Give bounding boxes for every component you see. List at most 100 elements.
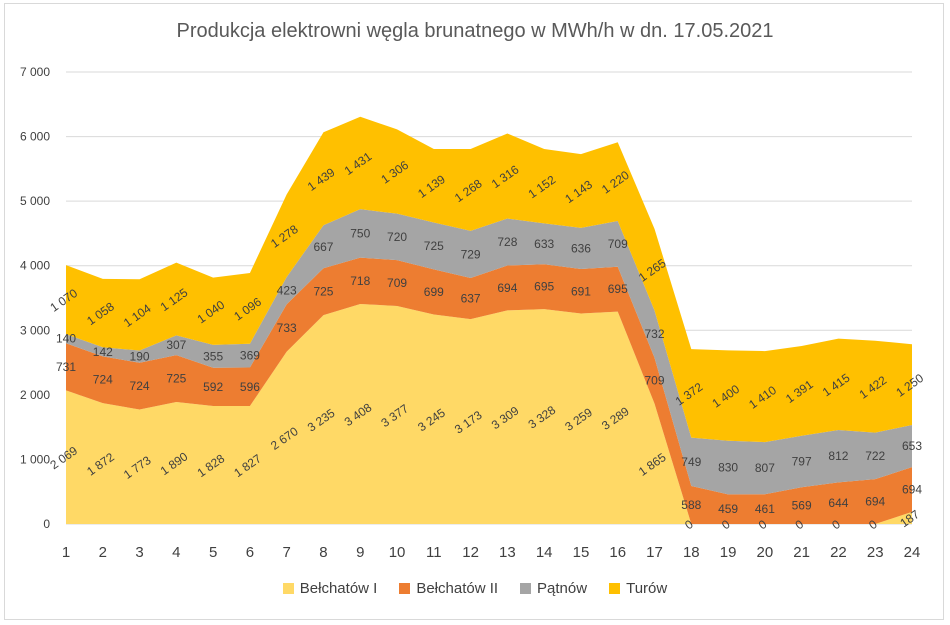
data-label: 725 [313, 285, 333, 299]
legend-label: Bełchatów I [299, 580, 378, 597]
x-tick-label: 22 [830, 544, 847, 561]
x-tick-label: 8 [319, 544, 327, 561]
data-label: 369 [240, 349, 260, 363]
legend-item: Pątnów [520, 580, 587, 597]
data-label: 355 [203, 349, 223, 363]
data-label: 644 [828, 496, 848, 510]
y-tick-label: 1 000 [20, 452, 50, 466]
y-tick-label: 2 000 [20, 388, 50, 402]
x-axis-ticks: 1 2 3 4 5 6 7 8 9 10 11 12 13 14 15 16 17 18 19 20 21 22 23 24 [62, 544, 921, 561]
series-area-2 [66, 257, 912, 524]
x-tick-label: 21 [793, 544, 810, 561]
data-label: 709 [608, 237, 628, 251]
x-tick-label: 16 [609, 544, 626, 561]
legend-label: Bełchatów II [416, 580, 499, 597]
data-label: 694 [902, 483, 922, 497]
y-tick-label: 5 000 [20, 194, 50, 208]
data-label: 732 [645, 327, 665, 341]
legend-swatch [520, 583, 532, 594]
data-label: 695 [534, 280, 554, 294]
x-tick-label: 2 [99, 544, 107, 561]
data-label: 140 [56, 332, 76, 346]
x-tick-label: 5 [209, 544, 217, 561]
data-label: 724 [130, 379, 150, 393]
y-tick-label: 4 000 [20, 259, 50, 273]
data-label: 569 [792, 499, 812, 513]
legend-label: Pątnów [537, 580, 588, 597]
x-tick-label: 20 [757, 544, 774, 561]
y-tick-label: 0 [43, 517, 50, 531]
legend-item: Turów [609, 580, 667, 597]
x-tick-label: 23 [867, 544, 884, 561]
data-label: 830 [718, 461, 738, 475]
series-area-4 [66, 116, 912, 443]
data-label: 725 [424, 239, 444, 253]
x-tick-label: 13 [499, 544, 516, 561]
data-label: 729 [461, 247, 481, 261]
data-label: 722 [865, 449, 885, 463]
data-label: 667 [313, 240, 333, 254]
x-tick-label: 14 [536, 544, 553, 561]
legend-swatch [609, 583, 621, 594]
data-label: 694 [497, 281, 517, 295]
data-label: 797 [792, 455, 812, 469]
data-label: 812 [828, 449, 848, 463]
y-axis-ticks: 0 1 000 2 000 3 000 4 000 5 000 6 000 7 000 [20, 65, 50, 531]
data-label: 724 [93, 373, 113, 387]
data-label: 694 [865, 495, 885, 509]
x-tick-label: 24 [904, 544, 921, 561]
data-label: 728 [497, 235, 517, 249]
series-area-3 [66, 209, 912, 495]
x-tick-label: 10 [389, 544, 406, 561]
data-label: 731 [56, 360, 76, 374]
series-areas [66, 116, 912, 524]
data-label: 459 [718, 502, 738, 516]
y-tick-label: 3 000 [20, 323, 50, 337]
x-tick-label: 17 [646, 544, 663, 561]
data-label: 691 [571, 284, 591, 298]
data-label: 637 [461, 292, 481, 306]
data-label: 592 [203, 380, 223, 394]
data-label: 190 [130, 350, 150, 364]
data-label: 307 [166, 338, 186, 352]
data-label: 588 [681, 498, 701, 512]
data-label: 750 [350, 226, 370, 240]
data-label: 596 [240, 380, 260, 394]
data-label: 653 [902, 439, 922, 453]
chart-title: Produkcja elektrowni węgla brunatnego w … [176, 20, 774, 42]
x-tick-label: 11 [426, 544, 442, 561]
x-tick-label: 6 [246, 544, 254, 561]
legend-swatch [282, 583, 294, 594]
x-tick-label: 19 [720, 544, 737, 561]
legend-label: Turów [626, 580, 668, 597]
data-label: 633 [534, 237, 554, 251]
data-label: 718 [350, 274, 370, 288]
data-label: 699 [424, 285, 444, 299]
x-tick-label: 12 [462, 544, 479, 561]
x-tick-label: 4 [172, 544, 180, 561]
x-tick-label: 15 [573, 544, 590, 561]
data-label: 807 [755, 461, 775, 475]
y-tick-label: 6 000 [20, 130, 50, 144]
x-tick-label: 7 [283, 544, 291, 561]
data-label: 709 [387, 276, 407, 290]
data-label: 725 [166, 372, 186, 386]
data-label: 695 [608, 282, 628, 296]
series-area-1 [66, 303, 912, 524]
legend-item: Bełchatów I [282, 580, 378, 597]
data-label: 733 [277, 321, 297, 335]
data-label: 636 [571, 241, 591, 255]
data-label: 709 [645, 374, 665, 388]
data-label: 423 [277, 284, 297, 298]
x-tick-label: 9 [356, 544, 364, 561]
x-tick-label: 1 [62, 544, 70, 561]
data-label: 749 [681, 455, 701, 469]
legend-item: Bełchatów II [399, 580, 498, 597]
legend-swatch [399, 583, 411, 594]
legend: Bełchatów I Bełchatów II Pątnów Turów [0, 580, 950, 597]
data-label: 461 [755, 502, 775, 516]
data-label: 720 [387, 230, 407, 244]
y-tick-label: 7 000 [20, 65, 50, 79]
x-tick-label: 18 [683, 544, 700, 561]
